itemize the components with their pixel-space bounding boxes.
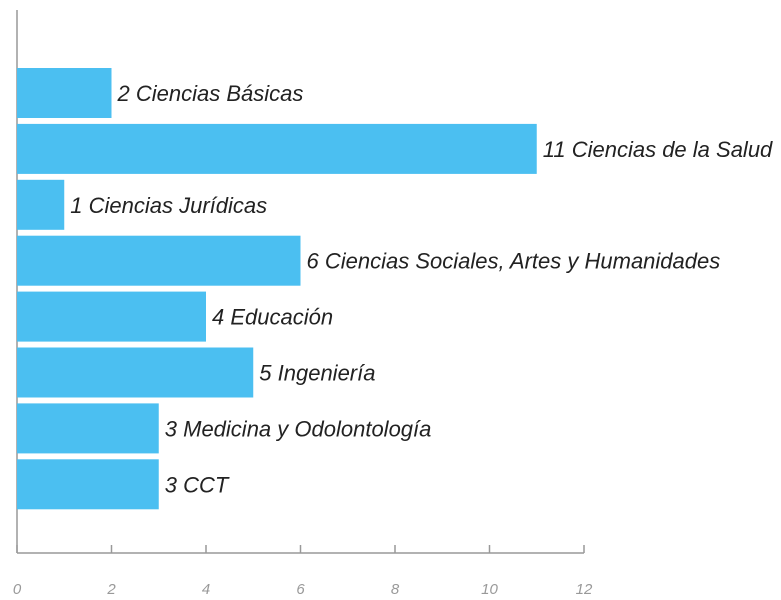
category-label: Ciencias Sociales, Artes y Humanidades: [325, 249, 720, 274]
x-tick-label: 12: [576, 581, 593, 598]
bar: [17, 403, 159, 454]
category-label: Ciencias Jurídicas: [89, 193, 268, 218]
category-label: Educación: [230, 304, 333, 329]
bar: [17, 347, 254, 398]
x-tick-label: 8: [391, 581, 400, 598]
value-label: 3: [165, 472, 178, 497]
bar-label: 11 Ciencias de la Salud: [543, 137, 773, 162]
value-label: 11: [543, 137, 566, 162]
category-label: CCT: [183, 472, 230, 497]
bar-label: 5 Ingeniería: [259, 360, 375, 385]
x-tick-label: 6: [296, 581, 305, 598]
bar-label: 3 CCT: [165, 472, 230, 497]
bar: [17, 291, 206, 342]
bar: [17, 123, 537, 174]
bar-label: 4 Educación: [212, 304, 333, 329]
x-tick-label: 10: [481, 581, 498, 598]
bar: [17, 459, 159, 510]
bar: [17, 179, 65, 230]
x-tick-label: 0: [13, 581, 22, 598]
category-label: Ciencias Básicas: [136, 81, 304, 106]
category-label: Ciencias de la Salud: [572, 137, 773, 162]
bar-label: 3 Medicina y Odolontología: [165, 416, 432, 441]
value-label: 2: [117, 81, 130, 106]
value-label: 4: [212, 304, 224, 329]
value-label: 1: [70, 193, 82, 218]
category-label: Ingeniería: [278, 360, 376, 385]
bar-label: 1 Ciencias Jurídicas: [70, 193, 267, 218]
bar-label: 2 Ciencias Básicas: [117, 81, 304, 106]
value-label: 5: [259, 360, 272, 385]
value-label: 3: [165, 416, 178, 441]
bar: [17, 68, 112, 118]
bar: [17, 235, 301, 286]
category-label: Medicina y Odolontología: [183, 416, 431, 441]
bar-label: 6 Ciencias Sociales, Artes y Humanidades: [307, 249, 721, 274]
value-label: 6: [307, 249, 320, 274]
x-tick-label: 4: [202, 581, 210, 598]
x-tick-label: 2: [106, 581, 116, 598]
